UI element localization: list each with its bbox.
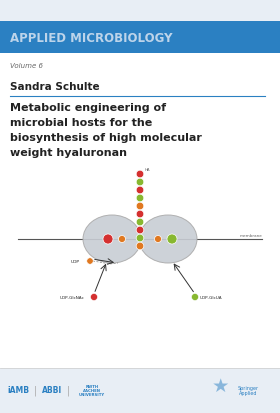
Circle shape	[155, 236, 162, 243]
Text: RWTH
AACHEN
UNIVERSITY: RWTH AACHEN UNIVERSITY	[79, 384, 105, 396]
Text: |: |	[66, 385, 70, 395]
Text: microbial hosts for the: microbial hosts for the	[10, 118, 152, 128]
Text: UDP-GlcUA: UDP-GlcUA	[200, 295, 223, 299]
Text: UDP: UDP	[71, 259, 80, 263]
Circle shape	[192, 294, 199, 301]
Ellipse shape	[139, 216, 197, 263]
Circle shape	[167, 235, 177, 244]
Circle shape	[136, 195, 144, 202]
Text: biosynthesis of high molecular: biosynthesis of high molecular	[10, 133, 202, 142]
Circle shape	[103, 235, 113, 244]
Circle shape	[136, 171, 144, 178]
Text: APPLIED MICROBIOLOGY: APPLIED MICROBIOLOGY	[10, 31, 172, 44]
Text: HA: HA	[145, 168, 151, 171]
Text: Springer
Applied: Springer Applied	[237, 385, 258, 395]
Text: Sandra Schulte: Sandra Schulte	[10, 82, 100, 92]
Bar	[0, 0, 280, 22]
Circle shape	[90, 294, 97, 301]
Circle shape	[118, 236, 125, 243]
Circle shape	[136, 235, 144, 242]
Circle shape	[136, 203, 144, 210]
Bar	[0, 54, 280, 413]
Text: Metabolic engineering of: Metabolic engineering of	[10, 103, 166, 113]
Ellipse shape	[83, 216, 141, 263]
Bar	[0, 22, 280, 54]
Text: Volume 6: Volume 6	[10, 63, 43, 69]
Text: ★: ★	[211, 375, 229, 394]
Circle shape	[87, 258, 93, 265]
Circle shape	[136, 242, 144, 250]
Circle shape	[136, 187, 144, 195]
Text: ABBI: ABBI	[42, 386, 62, 394]
Circle shape	[136, 227, 144, 234]
Bar	[0, 368, 280, 413]
Text: membrane: membrane	[239, 233, 262, 237]
Circle shape	[136, 211, 144, 218]
Text: iAMB: iAMB	[7, 386, 29, 394]
Text: UDP-GlcNAc: UDP-GlcNAc	[60, 295, 85, 299]
Circle shape	[136, 179, 144, 186]
Text: weight hyaluronan: weight hyaluronan	[10, 147, 127, 158]
Text: |: |	[33, 385, 37, 395]
Circle shape	[136, 218, 144, 226]
